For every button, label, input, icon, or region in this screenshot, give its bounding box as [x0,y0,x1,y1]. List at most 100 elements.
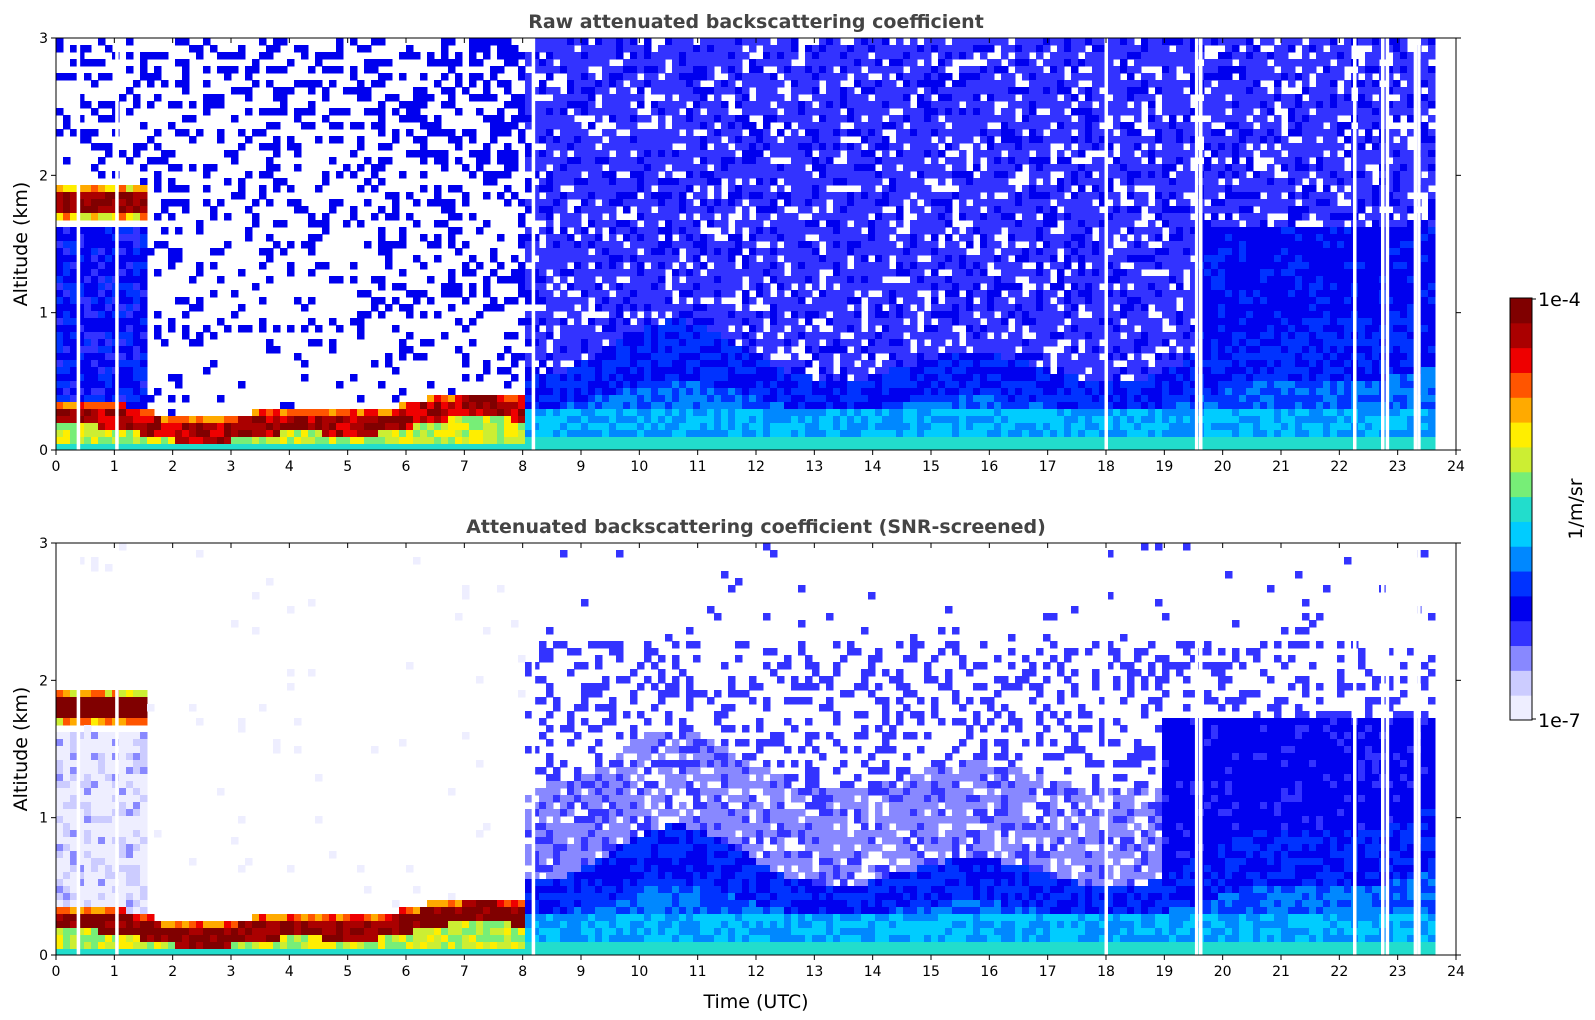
colorbar-segment [1510,347,1532,373]
x-tick-label: 4 [285,964,294,980]
x-tick-label: 21 [1272,964,1290,980]
x-tick-label: 2 [168,964,177,980]
colorbar-segment [1510,620,1532,647]
data-gap [1385,38,1390,450]
data-gap [1413,543,1418,955]
y-tick-label: 1 [39,306,48,322]
data-gap [1194,38,1199,450]
heatmap-screened [56,543,1456,955]
colorbar-segment [1510,695,1532,721]
x-tick-label: 13 [805,964,823,980]
colorbar: 1e-4 1e-7 1/m/sr [1509,289,1587,732]
colorbar-segment [1510,446,1532,473]
x-tick-label: 20 [1214,964,1232,980]
data-gap [531,38,536,450]
y-tick-label: 0 [39,443,48,459]
data-gap [1381,543,1385,955]
data-gap [1353,38,1357,450]
x-tick-label: 13 [805,459,823,475]
data-gap [1199,543,1203,955]
x-tick-label: 9 [577,459,586,475]
x-tick-label: 16 [980,964,998,980]
x-tick-label: 12 [747,459,765,475]
x-tick-label: 19 [1155,459,1173,475]
colorbar-segment [1510,595,1532,622]
data-gap [531,543,536,955]
panel-screened: Attenuated backscattering coefficient (S… [10,516,1465,1013]
y-axis-label-raw: Altitude (km) [10,182,32,307]
colorbar-min-label: 1e-7 [1538,710,1581,732]
x-tick-label: 8 [518,964,527,980]
colorbar-segment [1510,372,1532,398]
x-tick-label: 22 [1330,964,1348,980]
x-tick-label: 18 [1097,964,1115,980]
panel-title-raw: Raw attenuated backscattering coefficien… [528,11,984,33]
x-tick-label: 10 [630,459,648,475]
x-tick-label: 11 [689,964,707,980]
x-tick-label: 4 [285,459,294,475]
x-tick-label: 7 [460,964,469,980]
y-tick-label: 2 [39,168,48,184]
x-tick-label: 10 [630,964,648,980]
x-tick-label: 3 [227,459,236,475]
data-gap [1381,38,1385,450]
colorbar-frame [1509,297,1533,721]
x-tick-label: 21 [1272,459,1290,475]
colorbar-bar [1510,298,1532,721]
x-tick-label: 15 [922,459,940,475]
y-tick-label: 0 [39,948,48,964]
data-gap [76,543,81,955]
data-gap [1104,38,1108,450]
y-axis-label-screened: Altitude (km) [10,687,32,812]
data-gap [1353,543,1357,955]
colorbar-segment [1510,471,1532,498]
colorbar-segment [1510,298,1532,324]
colorbar-segment [1510,645,1532,671]
data-gap [76,38,81,450]
y-tick-label: 3 [39,31,48,47]
x-tick-label: 14 [864,964,882,980]
y-tick-label: 3 [39,536,48,552]
colorbar-segment [1510,521,1532,547]
colorbar-segment [1510,546,1532,572]
panel-raw: Raw attenuated backscattering coefficien… [10,11,1465,475]
x-tick-label: 11 [689,459,707,475]
x-tick-label: 5 [343,964,352,980]
x-tick-label: 23 [1389,964,1407,980]
y-axis-raw: 0 1 2 3 [39,31,1461,459]
x-tick-label: 24 [1447,459,1465,475]
x-tick-label: 16 [980,459,998,475]
colorbar-segment [1510,496,1532,522]
x-tick-label: 20 [1214,459,1232,475]
data-gap [1417,543,1421,955]
colorbar-max-label: 1e-4 [1538,289,1581,311]
y-tick-label: 2 [39,673,48,689]
colorbar-segment [1510,322,1532,349]
x-tick-label: 22 [1330,459,1348,475]
data-gap [1413,38,1418,450]
x-tick-label: 0 [52,964,61,980]
colorbar-segment [1510,422,1532,448]
x-tick-label: 7 [460,459,469,475]
data-gap [1194,543,1199,955]
x-tick-label: 12 [747,964,765,980]
x-tick-label: 23 [1389,459,1407,475]
x-tick-label: 1 [110,964,119,980]
x-tick-label: 19 [1155,964,1173,980]
x-tick-label: 9 [577,964,586,980]
y-tick-label: 1 [39,811,48,827]
data-gap [115,38,119,450]
x-axis-screened: 0 1 2 3 4 5 6 7 8 9 10 11 12 13 14 15 16 17 18 19 20 21 22 23 24 [52,543,1465,980]
y-axis-screened: 0 1 2 3 [39,536,1461,964]
colorbar-segment [1510,397,1532,423]
x-tick-label: 5 [343,459,352,475]
x-tick-label: 24 [1447,964,1465,980]
data-gap [1417,38,1421,450]
data-gap [115,543,119,955]
x-tick-label: 1 [110,459,119,475]
colorbar-segment [1510,571,1532,597]
data-gap [1199,38,1203,450]
x-tick-label: 0 [52,459,61,475]
heatmap-raw [56,38,1456,450]
